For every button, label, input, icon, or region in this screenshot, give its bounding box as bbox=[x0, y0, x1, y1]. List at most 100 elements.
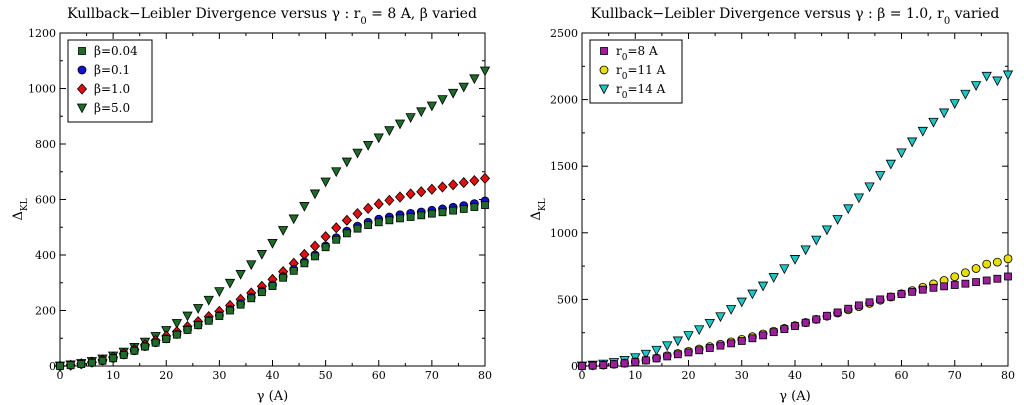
data-point bbox=[470, 203, 479, 211]
y-tick-label: 1500 bbox=[550, 160, 578, 173]
data-point bbox=[447, 88, 459, 99]
data-point bbox=[171, 319, 183, 329]
legend-label-post: =11 A bbox=[627, 63, 665, 77]
data-point bbox=[960, 89, 971, 100]
data-point bbox=[384, 126, 395, 137]
data-point bbox=[684, 348, 693, 357]
y-axis-label-main: Δ bbox=[529, 211, 544, 220]
x-tick-label: 50 bbox=[841, 369, 855, 382]
y-tick-label: 400 bbox=[35, 249, 56, 262]
x-tick-label: 0 bbox=[579, 369, 586, 382]
title-subscript: 0 bbox=[944, 16, 950, 27]
legend-label-main: r bbox=[616, 63, 622, 77]
y-tick-label: 2500 bbox=[550, 27, 578, 40]
data-point bbox=[437, 181, 448, 193]
data-point bbox=[662, 341, 673, 352]
x-tick-label: 20 bbox=[159, 369, 173, 382]
data-point bbox=[109, 354, 118, 363]
data-point bbox=[620, 359, 629, 368]
data-point bbox=[427, 209, 436, 218]
x-axis-label: γ (A) bbox=[257, 389, 288, 404]
data-point bbox=[640, 349, 652, 360]
data-point bbox=[642, 356, 650, 365]
legend-marker bbox=[599, 65, 609, 75]
data-point bbox=[469, 175, 480, 187]
data-point bbox=[416, 107, 427, 118]
data-point bbox=[704, 318, 715, 329]
data-point bbox=[769, 328, 778, 337]
x-tick-label: 0 bbox=[57, 369, 64, 382]
data-point bbox=[162, 335, 171, 343]
x-tick-label: 10 bbox=[628, 369, 642, 382]
data-point bbox=[652, 354, 661, 363]
data-point bbox=[448, 179, 459, 191]
data-point bbox=[971, 264, 981, 273]
data-point bbox=[141, 342, 149, 351]
data-point bbox=[876, 295, 885, 304]
y-tick-label: 1200 bbox=[28, 27, 56, 40]
data-point bbox=[800, 245, 811, 256]
data-point bbox=[479, 66, 491, 77]
data-point bbox=[87, 358, 96, 367]
series-2 bbox=[54, 172, 491, 372]
title-text: Kullback−Leibler Divergence versus γ : β… bbox=[591, 6, 944, 22]
y-tick-label: 600 bbox=[35, 194, 56, 207]
data-point bbox=[320, 177, 331, 188]
data-point bbox=[970, 81, 982, 91]
data-point bbox=[1004, 272, 1012, 281]
data-point bbox=[928, 117, 939, 128]
data-point bbox=[864, 182, 875, 193]
legend-marker bbox=[600, 47, 608, 55]
x-tick-label: 40 bbox=[788, 369, 802, 382]
data-point bbox=[226, 306, 234, 315]
data-point bbox=[705, 344, 714, 352]
data-point bbox=[716, 341, 725, 350]
data-point bbox=[66, 361, 75, 370]
data-point bbox=[56, 362, 64, 370]
data-point bbox=[311, 252, 319, 261]
data-point bbox=[759, 331, 767, 340]
data-point bbox=[300, 259, 309, 268]
series-3 bbox=[54, 66, 491, 372]
data-point bbox=[279, 273, 288, 282]
data-point bbox=[98, 356, 107, 365]
data-point bbox=[192, 304, 204, 314]
data-point bbox=[747, 289, 758, 300]
legend-marker bbox=[76, 103, 88, 114]
data-point bbox=[204, 316, 213, 325]
legend-label-main: r bbox=[616, 82, 622, 96]
data-point bbox=[288, 214, 299, 225]
y-axis-label-subscript: KL bbox=[538, 198, 548, 211]
data-point bbox=[151, 338, 160, 347]
data-point bbox=[673, 350, 682, 359]
data-point bbox=[982, 276, 991, 285]
data-point bbox=[172, 330, 181, 339]
data-point bbox=[396, 214, 404, 223]
data-point bbox=[896, 148, 907, 159]
y-tick-label: 200 bbox=[35, 305, 56, 318]
data-point bbox=[236, 300, 245, 309]
data-point bbox=[481, 201, 489, 209]
data-point bbox=[610, 360, 618, 369]
data-point bbox=[865, 298, 874, 307]
data-point bbox=[299, 202, 310, 212]
legend-label: β=0.04 bbox=[94, 44, 138, 58]
data-point bbox=[725, 305, 737, 315]
data-point bbox=[373, 133, 384, 144]
data-point bbox=[992, 257, 1002, 267]
data-point bbox=[853, 193, 865, 204]
data-point bbox=[257, 288, 266, 297]
x-tick-label: 50 bbox=[319, 369, 333, 382]
data-point bbox=[119, 350, 128, 359]
data-point bbox=[821, 225, 833, 236]
title-text: Kullback−Leibler Divergence versus γ : r bbox=[67, 6, 361, 22]
y-tick-label: 1000 bbox=[550, 227, 578, 240]
data-point bbox=[374, 218, 383, 227]
data-point bbox=[331, 222, 342, 234]
data-point bbox=[885, 159, 897, 170]
data-point bbox=[394, 119, 406, 130]
data-point bbox=[405, 188, 416, 200]
data-point bbox=[459, 205, 468, 213]
legend-label-main: β=5.0 bbox=[94, 101, 130, 115]
